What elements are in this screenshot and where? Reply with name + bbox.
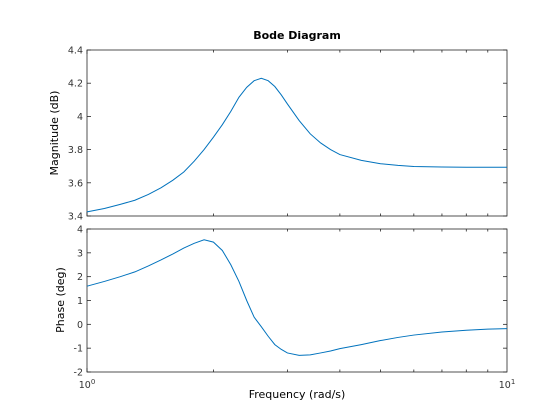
phase-y-tick-label: 3 — [77, 248, 83, 259]
magnitude-y-tick-label: 4 — [77, 112, 83, 123]
magnitude-series-line — [86, 77, 507, 213]
x-axis-label: Frequency (rad/s) — [249, 388, 346, 401]
magnitude-y-tick-label: 3.8 — [68, 145, 83, 156]
chart-title: Bode Diagram — [253, 29, 341, 42]
magnitude-y-tick-label: 4.4 — [68, 46, 83, 57]
magnitude-x-ticks — [86, 50, 489, 216]
magnitude-y-tick-label: 4.2 — [68, 79, 83, 90]
phase-y-ticks: -2 -1 0 1 2 3 4 — [74, 225, 507, 379]
phase-y-tick-label: 2 — [77, 272, 83, 283]
phase-plot-frame — [86, 228, 508, 373]
magnitude-plot-frame — [86, 49, 508, 217]
phase-series-line — [86, 239, 508, 356]
magnitude-y-ticks: 3.4 3.6 3.8 4 4.2 4.4 — [68, 46, 507, 223]
phase-y-tick-label: -2 — [74, 368, 83, 379]
phase-y-tick-label: -1 — [74, 344, 83, 355]
phase-y-tick-label: 1 — [77, 296, 83, 307]
phase-axes: -2 -1 0 1 2 3 4 Phase (deg) — [54, 225, 508, 379]
magnitude-y-axis-label: Magnitude (dB) — [48, 91, 61, 176]
phase-y-tick-label: 0 — [77, 320, 83, 331]
phase-x-ticks — [86, 229, 489, 372]
magnitude-y-tick-label: 3.6 — [68, 178, 83, 189]
magnitude-axes: 3.4 3.6 3.8 4 4.2 4.4 Magnitude (dB) — [48, 46, 508, 223]
x-tick-label: 101 — [499, 378, 516, 391]
magnitude-y-tick-label: 3.4 — [68, 212, 83, 223]
x-tick-labels: 100 101 — [79, 378, 516, 391]
x-tick-label: 100 — [79, 378, 96, 391]
phase-y-axis-label: Phase (deg) — [54, 267, 67, 333]
phase-y-tick-label: 4 — [77, 225, 83, 236]
